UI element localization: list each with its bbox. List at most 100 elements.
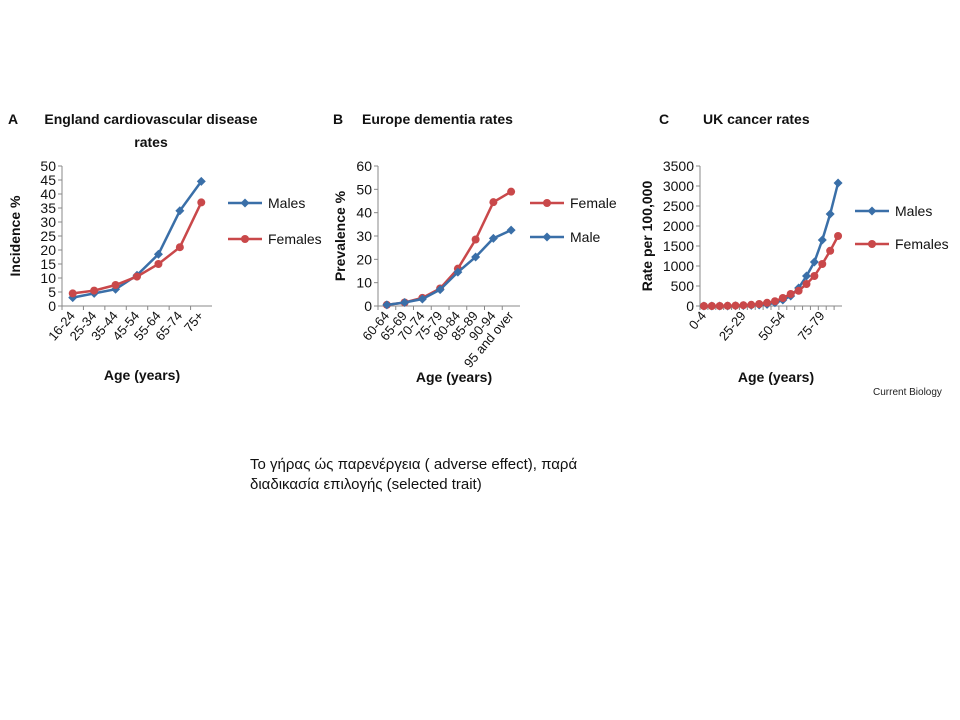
y-tick-label: 20 [356,251,372,267]
y-tick-label: 25 [40,228,56,244]
y-tick-label: 3000 [663,178,694,194]
marker [867,206,877,216]
series-line [703,235,840,308]
marker [715,302,724,310]
chart-title: England cardiovascular disease rates [44,111,258,150]
y-tick-label: 2500 [663,198,694,214]
y-axis-title: Incidence % [7,195,23,276]
marker [833,178,843,188]
y-tick-label: 0 [48,298,56,314]
marker [471,252,481,262]
marker [770,297,779,306]
y-tick-label: 20 [40,242,56,258]
caption: Το γήρας ώς παρενέργεια ( adverse effect… [250,456,578,493]
marker [471,235,480,244]
chart-title: UK cancer rates [703,111,810,127]
marker [825,209,835,219]
marker [542,232,552,242]
marker [818,260,827,268]
marker [794,286,803,295]
marker [868,240,876,248]
source: Current Biology [873,387,942,398]
y-tick-label: 5 [48,284,56,300]
marker [240,198,250,208]
marker [778,294,787,302]
marker [68,289,77,298]
marker [809,257,819,267]
y-tick-label: 500 [671,278,695,294]
legend-label: Females [268,231,322,247]
x-tick-label: 75-79 [795,308,828,343]
marker [543,199,551,207]
marker [786,290,795,298]
marker [763,298,772,307]
y-tick-label: 30 [40,214,56,230]
marker [153,249,163,259]
y-tick-label: 40 [356,205,372,221]
y-tick-label: 30 [356,228,372,244]
legend-label: Female [570,195,617,211]
marker [197,198,206,207]
marker [417,294,427,304]
series-line [386,190,512,307]
y-tick-label: 45 [40,172,56,188]
x-axis-title: Age (years) [104,367,180,383]
marker [382,300,392,310]
y-axis-title: Prevalence % [332,190,348,281]
marker [90,286,99,295]
marker [507,187,516,196]
legend-label: Males [268,195,305,211]
marker [826,246,835,255]
y-tick-label: 50 [40,158,56,174]
x-tick-label: 25-29 [716,308,749,343]
x-axis-title: Age (years) [416,369,492,385]
chart-title: Europe dementia rates [362,111,513,127]
y-tick-label: 1000 [663,258,694,274]
y-tick-label: 15 [40,256,56,272]
y-tick-label: 50 [356,181,372,197]
marker [739,301,748,310]
panel-letter: B [333,111,344,127]
marker [802,271,811,281]
y-tick-label: 10 [40,270,56,286]
y-tick-label: 0 [364,298,372,314]
marker [755,300,764,308]
y-tick-label: 40 [40,186,56,202]
marker [241,235,249,243]
y-tick-label: 3500 [663,158,694,174]
marker [802,280,811,288]
marker [111,281,120,289]
y-tick-label: 35 [40,200,56,216]
x-axis-title: Age (years) [738,369,814,385]
marker [175,206,185,216]
marker [747,300,756,309]
marker [699,302,708,310]
marker [488,233,498,243]
panel-letter: A [8,111,19,127]
marker [506,225,516,235]
panel-letter: C [659,111,670,127]
marker [435,285,445,295]
x-tick-label: 50-54 [755,308,788,343]
marker [453,267,463,277]
y-axis-title: Rate per 100,000 [639,181,655,292]
marker [133,272,141,281]
marker [810,272,819,280]
marker [196,176,206,186]
x-tick-label: 75+ [181,308,207,335]
legend-label: Male [570,229,601,245]
y-tick-label: 60 [356,158,372,174]
legend-label: Males [895,203,932,219]
marker [154,260,163,268]
marker [817,235,827,245]
y-tick-label: 1500 [663,238,694,254]
marker [731,301,740,310]
series-line [703,182,840,308]
y-tick-label: 10 [356,275,372,291]
marker [707,302,716,310]
marker [175,243,184,252]
y-tick-label: 2000 [663,218,694,234]
legend-label: Females [895,236,949,252]
